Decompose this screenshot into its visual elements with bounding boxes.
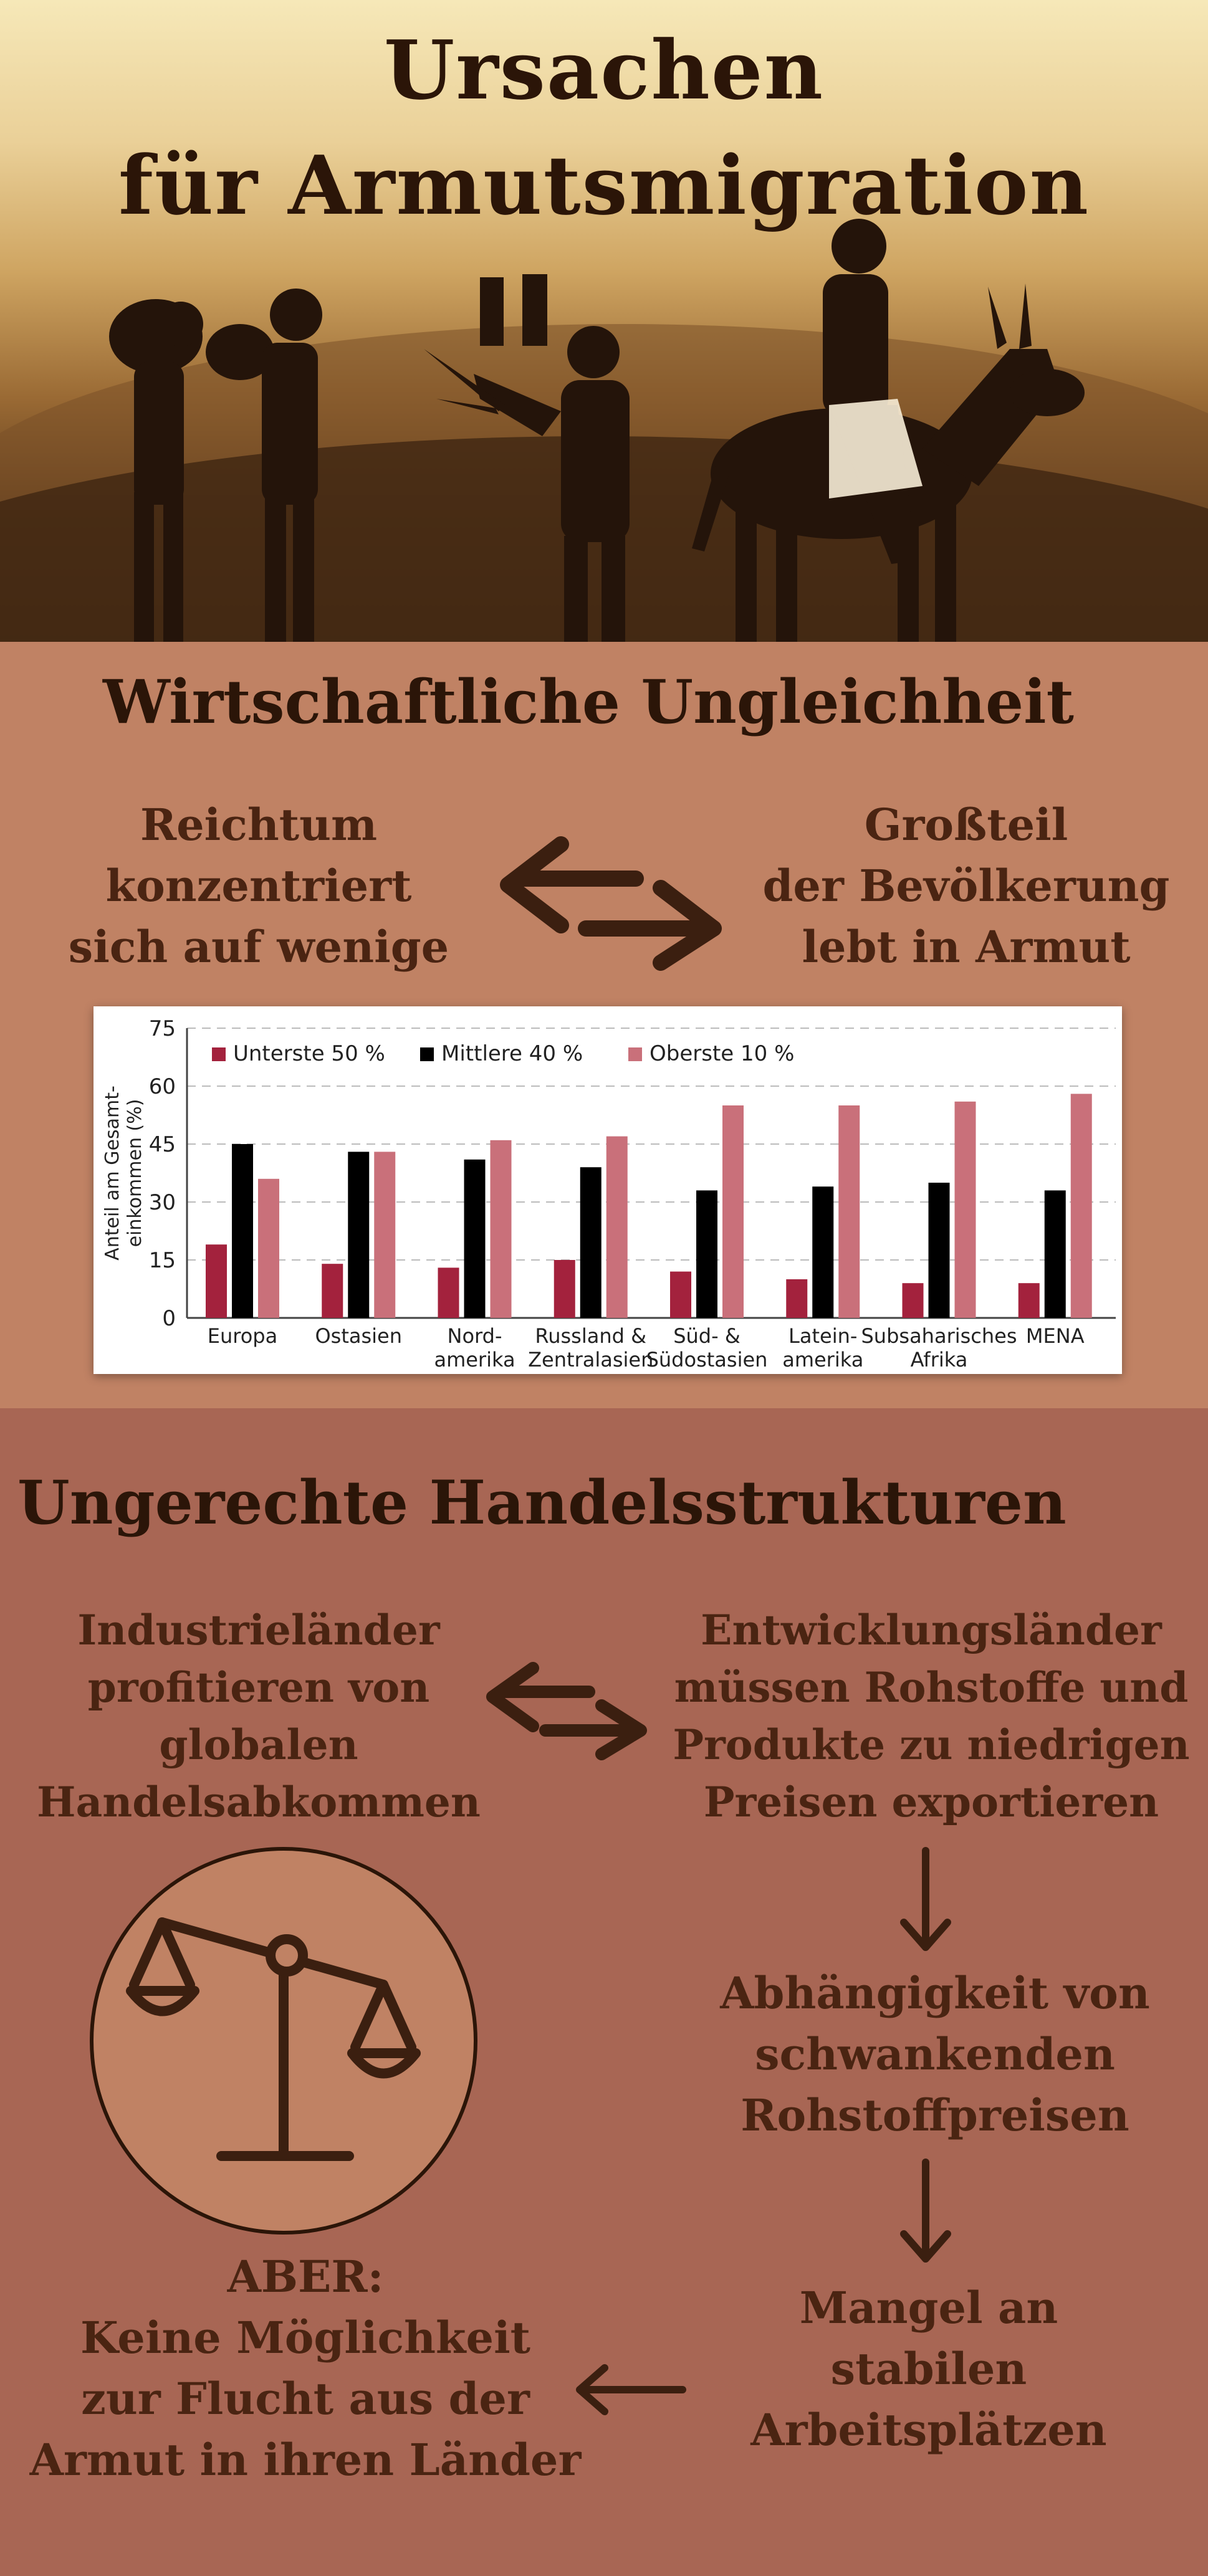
bar-3 [838,1105,860,1318]
wealth-concentrated-text: Reichtum konzentriert sich auf wenige [44,794,474,978]
x-tick-label: MENA [1026,1324,1085,1348]
arrow-left-icon [576,2364,686,2415]
text-line: der Bevölkerung [762,860,1170,912]
bar-2 [696,1190,717,1318]
legend-label: Mittlere 40 % [441,1041,583,1066]
bar-1 [438,1267,459,1318]
text-line: müssen Rohstoffe und [674,1663,1189,1712]
text-line: Keine Möglichkeit [80,2312,530,2364]
bar-1 [1018,1283,1040,1318]
bar-3 [490,1140,512,1318]
bar-1 [206,1244,227,1318]
text-line: Handelsabkommen [37,1778,481,1826]
text-line: Armut in ihren Länder [29,2434,582,2486]
bar-2 [348,1152,370,1318]
developing-countries-text: Entwicklungsländer müssen Rohstoffe und … [654,1601,1208,1831]
text-line: ABER: [227,2251,384,2302]
text-line: konzentriert [105,860,412,912]
y-axis-label: einkommen (%) [124,1099,146,1247]
x-tick-label: Ostasien [315,1324,402,1348]
x-tick-label: Süd- & [673,1324,741,1348]
bar-3 [722,1105,744,1318]
income-share-chart: 0 15 30 45 60 75 Europa Ostasien Nord-amerika Ru… [93,1006,1122,1374]
hero-banner: Ursachen für Armutsmigration [0,0,1208,642]
industrial-countries-text: Industrieländer profitieren von globalen… [9,1601,508,1831]
legend-label: Unterste 50 % [233,1041,385,1066]
double-arrow-icon [486,1662,647,1760]
legend-swatch [420,1047,434,1061]
text-line: Preisen exportieren [703,1778,1159,1826]
hero-title-line1: Ursachen [383,22,825,118]
bar-1 [670,1271,691,1318]
text-line: stabilen [830,2343,1027,2395]
bar-1 [786,1279,808,1318]
text-line: Industrieländer [77,1606,440,1654]
text-line: Entwicklungsländer [701,1606,1162,1654]
x-tick-label: amerika [782,1348,863,1371]
text-line: sich auf wenige [68,921,449,973]
bar-3 [258,1178,279,1318]
bar-3 [374,1152,396,1318]
bar-2 [928,1183,950,1318]
y-axis-label: Anteil am Gesamt- [102,1085,123,1261]
conclusion-text: ABER: Keine Möglichkeit zur Flucht aus d… [0,2246,611,2491]
bar-3 [606,1136,628,1318]
section-trade: Ungerechte Handelsstrukturen Industrielä… [0,1408,1208,2576]
x-tick-label: Latein- [789,1324,857,1348]
text-line: Rohstoffpreisen [741,2089,1129,2141]
silhouette-illustration [109,219,1085,642]
y-tick-label: 30 [149,1190,176,1215]
y-tick-label: 45 [149,1132,176,1157]
y-tick-label: 60 [149,1074,176,1099]
double-arrow-icon [500,836,722,971]
legend-swatch [212,1047,226,1061]
text-line: Mangel an [799,2282,1058,2334]
x-tick-label: Russland & [535,1324,646,1348]
bar-1 [322,1264,343,1318]
majority-poor-text: Großteil der Bevölkerung lebt in Armut [736,794,1197,978]
bar-2 [464,1159,486,1318]
arrow-down-icon [900,2159,951,2263]
scale-icon [90,1847,477,2235]
text-line: Abhängigkeit von [720,1967,1150,2019]
bar-3 [954,1101,976,1318]
section-inequality-title: Wirtschaftliche Ungleichheit [103,667,1074,737]
text-line: schwankenden [755,2028,1115,2080]
text-line: lebt in Armut [802,921,1131,973]
y-tick-label: 15 [149,1248,176,1273]
bar-2 [232,1144,253,1318]
x-tick-label: Nord- [448,1324,502,1348]
income-share-chart-svg: 0 15 30 45 60 75 Europa Ostasien Nord-amerika Ru… [102,1016,1116,1371]
x-tick-label: Subsaharisches [861,1324,1017,1348]
legend-swatch [628,1047,642,1061]
job-shortage-text: Mangel an stabilen Arbeitsplätzen [698,2278,1159,2461]
text-line: zur Flucht aus der [81,2373,530,2425]
y-tick-label: 75 [149,1016,176,1041]
x-tick-label: amerika [434,1348,515,1371]
text-line: profitieren von [87,1663,430,1712]
hero-title-line2: für Armutsmigration [118,138,1090,233]
section-inequality: Wirtschaftliche Ungleichheit Reichtum ko… [0,642,1208,1408]
text-line: Produkte zu niedrigen [673,1720,1190,1769]
bar-2 [580,1167,602,1318]
bar-3 [1070,1094,1092,1318]
bar-2 [1044,1190,1066,1318]
text-line: globalen [159,1720,358,1769]
text-line: Großteil [864,799,1068,851]
x-tick-label: Südostasien [646,1348,768,1371]
text-line: Reichtum [140,799,378,851]
hero-title: Ursachen für Armutsmigration [0,12,1208,243]
bar-1 [902,1283,924,1318]
section-trade-title: Ungerechte Handelsstrukturen [17,1467,1067,1538]
x-tick-label: Europa [208,1324,277,1348]
price-dependency-text: Abhängigkeit von schwankenden Rohstoffpr… [673,1963,1197,2146]
arrow-down-icon [900,1847,951,1951]
x-tick-label: Afrika [911,1348,968,1371]
x-tick-label: Zentralasien [528,1348,653,1371]
bar-2 [812,1186,834,1318]
bar-1 [554,1260,575,1318]
legend-label: Oberste 10 % [650,1041,794,1066]
text-line: Arbeitsplätzen [750,2404,1107,2456]
y-tick-label: 0 [162,1306,176,1331]
